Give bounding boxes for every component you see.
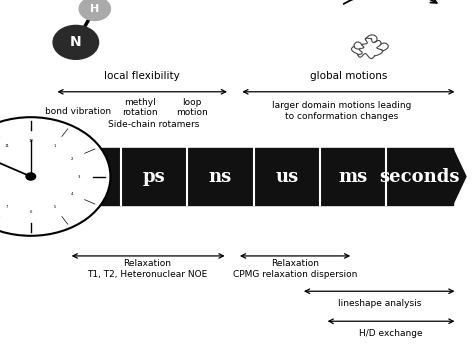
Text: H/D exchange: H/D exchange [359, 329, 423, 338]
Text: lineshape analysis: lineshape analysis [337, 299, 421, 308]
Text: ms: ms [338, 168, 368, 185]
Text: Relaxation
T1, T2, Heteronuclear NOE: Relaxation T1, T2, Heteronuclear NOE [87, 259, 207, 279]
Text: 12: 12 [28, 139, 33, 143]
Text: seconds: seconds [379, 168, 460, 185]
Circle shape [79, 0, 110, 20]
Text: 4: 4 [71, 192, 73, 196]
Text: us: us [275, 168, 299, 185]
Text: larger domain motions leading
to conformation changes: larger domain motions leading to conform… [272, 102, 411, 121]
Circle shape [26, 173, 36, 180]
Text: methyl
rotation: methyl rotation [122, 98, 158, 117]
Text: ns: ns [209, 168, 232, 185]
Text: local flexibility: local flexibility [104, 71, 180, 81]
Text: fs: fs [79, 168, 97, 185]
Text: Side-chain rotamers: Side-chain rotamers [109, 120, 200, 129]
Bar [55, 148, 453, 205]
Polygon shape [453, 148, 466, 205]
Text: loop
motion: loop motion [176, 98, 208, 117]
Text: 1: 1 [54, 144, 56, 148]
Text: 7: 7 [6, 205, 8, 209]
Text: 11: 11 [4, 144, 9, 148]
Text: bond vibration: bond vibration [45, 107, 111, 116]
Circle shape [53, 25, 99, 59]
Circle shape [0, 117, 110, 236]
Text: 2: 2 [71, 157, 73, 161]
Text: Relaxation
CPMG relaxation dispersion: Relaxation CPMG relaxation dispersion [233, 259, 357, 279]
Text: N: N [70, 35, 82, 49]
Text: 5: 5 [54, 205, 56, 209]
Text: H: H [90, 4, 100, 14]
Text: 6: 6 [29, 210, 32, 214]
Text: global motions: global motions [310, 71, 387, 81]
Text: 3: 3 [77, 174, 80, 179]
Text: ps: ps [143, 168, 165, 185]
